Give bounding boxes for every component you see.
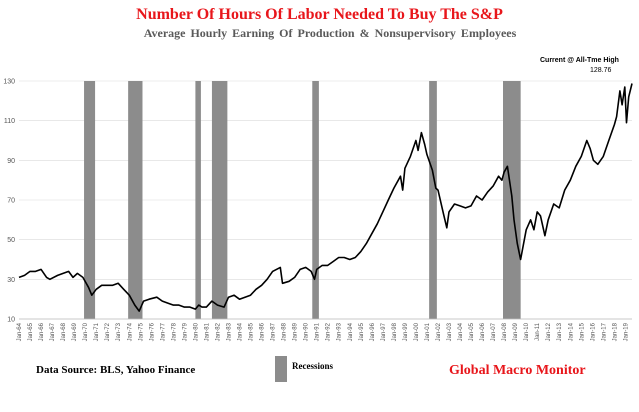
x-tick-label: Jan-68 <box>61 322 67 341</box>
y-tick-label: 70 <box>7 198 15 205</box>
x-tick-label: Jan-12 <box>546 322 552 341</box>
x-tick-label: Jan-13 <box>557 322 563 341</box>
recession-band <box>195 81 201 319</box>
recession-band <box>84 81 96 319</box>
x-tick-label: Jan-19 <box>623 322 629 341</box>
x-tick-label: Jan-05 <box>469 322 475 341</box>
x-tick-label: Jan-15 <box>579 322 585 341</box>
x-tick-label: Jan-04 <box>458 322 464 341</box>
x-tick-label: Jan-03 <box>447 322 453 341</box>
chart-title: Number Of Hours Of Labor Needed To Buy T… <box>136 6 503 23</box>
x-tick-label: Jan-95 <box>359 322 365 341</box>
x-tick-label: Jan-85 <box>249 322 255 341</box>
x-tick-label: Jan-67 <box>50 322 56 341</box>
x-tick-label: Jan-02 <box>436 322 442 341</box>
x-tick-label: Jan-14 <box>568 322 574 341</box>
x-tick-label: Jan-01 <box>425 322 431 341</box>
x-tick-label: Jan-91 <box>315 322 321 341</box>
recession-band <box>211 81 228 319</box>
x-tick-label: Jan-11 <box>535 322 541 341</box>
x-tick-label: Jan-98 <box>392 322 398 341</box>
y-tick-label: 30 <box>7 277 15 284</box>
x-tick-label: Jan-69 <box>72 322 78 341</box>
x-tick-label: Jan-96 <box>370 322 376 341</box>
x-tick-label: Jan-78 <box>171 322 177 341</box>
x-tick-label: Jan-72 <box>105 322 111 341</box>
y-tick-label: 90 <box>7 158 15 165</box>
x-tick-label: Jan-16 <box>590 322 596 341</box>
x-tick-label: Jan-79 <box>182 322 188 341</box>
x-tick-label: Jan-70 <box>83 322 89 341</box>
x-tick-label: Jan-86 <box>260 322 266 341</box>
x-tick-label: Jan-65 <box>28 322 34 341</box>
x-tick-label: Jan-08 <box>502 322 508 341</box>
x-tick-label: Jan-94 <box>348 322 354 341</box>
y-tick-label: 110 <box>4 118 15 125</box>
x-tick-label: Jan-84 <box>238 322 244 341</box>
x-tick-label: Jan-07 <box>491 322 497 341</box>
recession-band <box>429 81 437 319</box>
x-tick-label: Jan-10 <box>524 322 530 341</box>
x-tick-label: Jan-90 <box>304 322 310 341</box>
y-tick-label: 50 <box>7 237 15 244</box>
x-tick-label: Jan-75 <box>138 322 144 341</box>
x-tick-label: Jan-74 <box>127 322 133 341</box>
x-tick-label: Jan-92 <box>326 322 332 341</box>
recession-band <box>128 81 143 319</box>
x-tick-label: Jan-80 <box>193 322 199 341</box>
annotation-value: 128.76 <box>590 67 612 74</box>
x-tick-label: Jan-06 <box>480 322 486 341</box>
x-tick-label: Jan-09 <box>513 322 519 341</box>
x-tick-label: Jan-17 <box>601 322 607 341</box>
x-tick-label: Jan-99 <box>403 322 409 341</box>
legend-swatch-recessions <box>275 356 287 382</box>
x-tick-label: Jan-88 <box>282 322 288 341</box>
x-tick-label: Jan-89 <box>293 322 299 341</box>
data-source-note: Data Source: BLS, Yahoo Finance <box>36 364 196 376</box>
x-tick-label: Jan-81 <box>204 322 210 341</box>
annotation-label: Current @ All-Tme High <box>540 57 619 64</box>
y-tick-label: 10 <box>7 317 15 324</box>
x-tick-label: Jan-82 <box>215 322 221 341</box>
series-line <box>18 83 633 312</box>
x-tick-label: Jan-87 <box>271 322 277 341</box>
x-tick-label: Jan-93 <box>337 322 343 341</box>
x-tick-label: Jan-73 <box>116 322 122 341</box>
x-tick-label: Jan-64 <box>17 322 23 341</box>
y-tick-label: 130 <box>3 79 15 86</box>
x-tick-label: Jan-77 <box>160 322 166 341</box>
x-tick-label: Jan-71 <box>94 322 100 341</box>
x-tick-label: Jan-00 <box>414 322 420 341</box>
x-tick-label: Jan-83 <box>226 322 232 341</box>
x-tick-label: Jan-76 <box>149 322 155 341</box>
legend-label-recessions: Recessions <box>292 361 333 371</box>
brand-label: Global Macro Monitor <box>449 363 586 378</box>
chart-subtitle: Average Hourly Earning Of Production & N… <box>143 26 517 40</box>
x-tick-label: Jan-18 <box>612 322 618 341</box>
recession-band <box>312 81 319 319</box>
x-tick-label: Jan-97 <box>381 322 387 341</box>
x-tick-label: Jan-66 <box>39 322 45 341</box>
